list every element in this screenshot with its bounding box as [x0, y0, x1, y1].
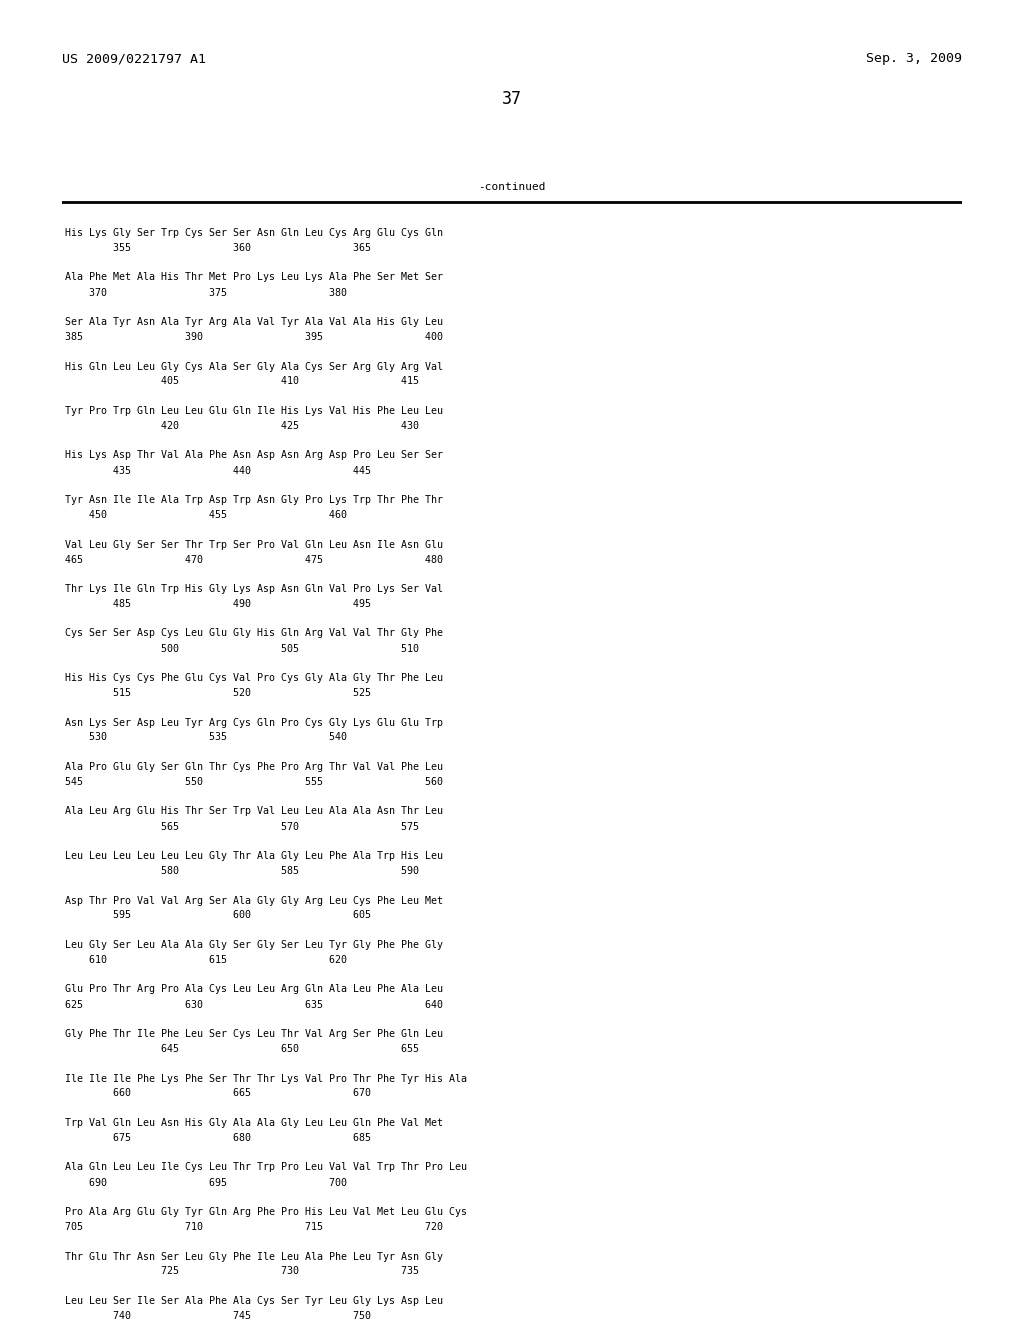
Text: Trp Val Gln Leu Asn His Gly Ala Ala Gly Leu Leu Gln Phe Val Met: Trp Val Gln Leu Asn His Gly Ala Ala Gly …	[65, 1118, 443, 1129]
Text: US 2009/0221797 A1: US 2009/0221797 A1	[62, 51, 206, 65]
Text: Leu Gly Ser Leu Ala Ala Gly Ser Gly Ser Leu Tyr Gly Phe Phe Gly: Leu Gly Ser Leu Ala Ala Gly Ser Gly Ser …	[65, 940, 443, 950]
Text: Leu Leu Ser Ile Ser Ala Phe Ala Cys Ser Tyr Leu Gly Lys Asp Leu: Leu Leu Ser Ile Ser Ala Phe Ala Cys Ser …	[65, 1296, 443, 1305]
Text: 370                 375                 380: 370 375 380	[65, 288, 347, 297]
Text: 610                 615                 620: 610 615 620	[65, 954, 347, 965]
Text: Val Leu Gly Ser Ser Thr Trp Ser Pro Val Gln Leu Asn Ile Asn Glu: Val Leu Gly Ser Ser Thr Trp Ser Pro Val …	[65, 540, 443, 549]
Text: Cys Ser Ser Asp Cys Leu Glu Gly His Gln Arg Val Val Thr Gly Phe: Cys Ser Ser Asp Cys Leu Glu Gly His Gln …	[65, 628, 443, 639]
Text: His Lys Asp Thr Val Ala Phe Asn Asp Asn Arg Asp Pro Leu Ser Ser: His Lys Asp Thr Val Ala Phe Asn Asp Asn …	[65, 450, 443, 461]
Text: 705                 710                 715                 720: 705 710 715 720	[65, 1222, 443, 1232]
Text: 405                 410                 415: 405 410 415	[65, 376, 419, 387]
Text: Thr Lys Ile Gln Trp His Gly Lys Asp Asn Gln Val Pro Lys Ser Val: Thr Lys Ile Gln Trp His Gly Lys Asp Asn …	[65, 583, 443, 594]
Text: Ala Leu Arg Glu His Thr Ser Trp Val Leu Leu Ala Ala Asn Thr Leu: Ala Leu Arg Glu His Thr Ser Trp Val Leu …	[65, 807, 443, 817]
Text: Asp Thr Pro Val Val Arg Ser Ala Gly Gly Arg Leu Cys Phe Leu Met: Asp Thr Pro Val Val Arg Ser Ala Gly Gly …	[65, 895, 443, 906]
Text: 580                 585                 590: 580 585 590	[65, 866, 419, 876]
Text: Ala Phe Met Ala His Thr Met Pro Lys Leu Lys Ala Phe Ser Met Ser: Ala Phe Met Ala His Thr Met Pro Lys Leu …	[65, 272, 443, 282]
Text: 420                 425                 430: 420 425 430	[65, 421, 419, 432]
Text: Pro Ala Arg Glu Gly Tyr Gln Arg Phe Pro His Leu Val Met Leu Glu Cys: Pro Ala Arg Glu Gly Tyr Gln Arg Phe Pro …	[65, 1206, 467, 1217]
Text: Leu Leu Leu Leu Leu Leu Gly Thr Ala Gly Leu Phe Ala Trp His Leu: Leu Leu Leu Leu Leu Leu Gly Thr Ala Gly …	[65, 851, 443, 861]
Text: Ala Gln Leu Leu Ile Cys Leu Thr Trp Pro Leu Val Val Trp Thr Pro Leu: Ala Gln Leu Leu Ile Cys Leu Thr Trp Pro …	[65, 1163, 467, 1172]
Text: Thr Glu Thr Asn Ser Leu Gly Phe Ile Leu Ala Phe Leu Tyr Asn Gly: Thr Glu Thr Asn Ser Leu Gly Phe Ile Leu …	[65, 1251, 443, 1262]
Text: -continued: -continued	[478, 182, 546, 191]
Text: 37: 37	[502, 90, 522, 108]
Text: His His Cys Cys Phe Glu Cys Val Pro Cys Gly Ala Gly Thr Phe Leu: His His Cys Cys Phe Glu Cys Val Pro Cys …	[65, 673, 443, 682]
Text: Asn Lys Ser Asp Leu Tyr Arg Cys Gln Pro Cys Gly Lys Glu Glu Trp: Asn Lys Ser Asp Leu Tyr Arg Cys Gln Pro …	[65, 718, 443, 727]
Text: Ser Ala Tyr Asn Ala Tyr Arg Ala Val Tyr Ala Val Ala His Gly Leu: Ser Ala Tyr Asn Ala Tyr Arg Ala Val Tyr …	[65, 317, 443, 327]
Text: Glu Pro Thr Arg Pro Ala Cys Leu Leu Arg Gln Ala Leu Phe Ala Leu: Glu Pro Thr Arg Pro Ala Cys Leu Leu Arg …	[65, 985, 443, 994]
Text: 530                 535                 540: 530 535 540	[65, 733, 347, 742]
Text: 595                 600                 605: 595 600 605	[65, 911, 371, 920]
Text: Tyr Pro Trp Gln Leu Leu Glu Gln Ile His Lys Val His Phe Leu Leu: Tyr Pro Trp Gln Leu Leu Glu Gln Ile His …	[65, 407, 443, 416]
Text: 435                 440                 445: 435 440 445	[65, 466, 371, 475]
Text: His Lys Gly Ser Trp Cys Ser Ser Asn Gln Leu Cys Arg Glu Cys Gln: His Lys Gly Ser Trp Cys Ser Ser Asn Gln …	[65, 228, 443, 238]
Text: 355                 360                 365: 355 360 365	[65, 243, 371, 253]
Text: Tyr Asn Ile Ile Ala Trp Asp Trp Asn Gly Pro Lys Trp Thr Phe Thr: Tyr Asn Ile Ile Ala Trp Asp Trp Asn Gly …	[65, 495, 443, 506]
Text: 740                 745                 750: 740 745 750	[65, 1311, 371, 1320]
Text: 690                 695                 700: 690 695 700	[65, 1177, 347, 1188]
Text: 645                 650                 655: 645 650 655	[65, 1044, 419, 1053]
Text: 725                 730                 735: 725 730 735	[65, 1266, 419, 1276]
Text: Sep. 3, 2009: Sep. 3, 2009	[866, 51, 962, 65]
Text: 450                 455                 460: 450 455 460	[65, 510, 347, 520]
Text: 675                 680                 685: 675 680 685	[65, 1133, 371, 1143]
Text: 625                 630                 635                 640: 625 630 635 640	[65, 999, 443, 1010]
Text: 465                 470                 475                 480: 465 470 475 480	[65, 554, 443, 565]
Text: 500                 505                 510: 500 505 510	[65, 644, 419, 653]
Text: Ala Pro Glu Gly Ser Gln Thr Cys Phe Pro Arg Thr Val Val Phe Leu: Ala Pro Glu Gly Ser Gln Thr Cys Phe Pro …	[65, 762, 443, 772]
Text: 565                 570                 575: 565 570 575	[65, 821, 419, 832]
Text: Ile Ile Ile Phe Lys Phe Ser Thr Thr Lys Val Pro Thr Phe Tyr His Ala: Ile Ile Ile Phe Lys Phe Ser Thr Thr Lys …	[65, 1073, 467, 1084]
Text: 660                 665                 670: 660 665 670	[65, 1089, 371, 1098]
Text: 515                 520                 525: 515 520 525	[65, 688, 371, 698]
Text: His Gln Leu Leu Gly Cys Ala Ser Gly Ala Cys Ser Arg Gly Arg Val: His Gln Leu Leu Gly Cys Ala Ser Gly Ala …	[65, 362, 443, 371]
Text: Gly Phe Thr Ile Phe Leu Ser Cys Leu Thr Val Arg Ser Phe Gln Leu: Gly Phe Thr Ile Phe Leu Ser Cys Leu Thr …	[65, 1030, 443, 1039]
Text: 385                 390                 395                 400: 385 390 395 400	[65, 333, 443, 342]
Text: 545                 550                 555                 560: 545 550 555 560	[65, 777, 443, 787]
Text: 485                 490                 495: 485 490 495	[65, 599, 371, 609]
